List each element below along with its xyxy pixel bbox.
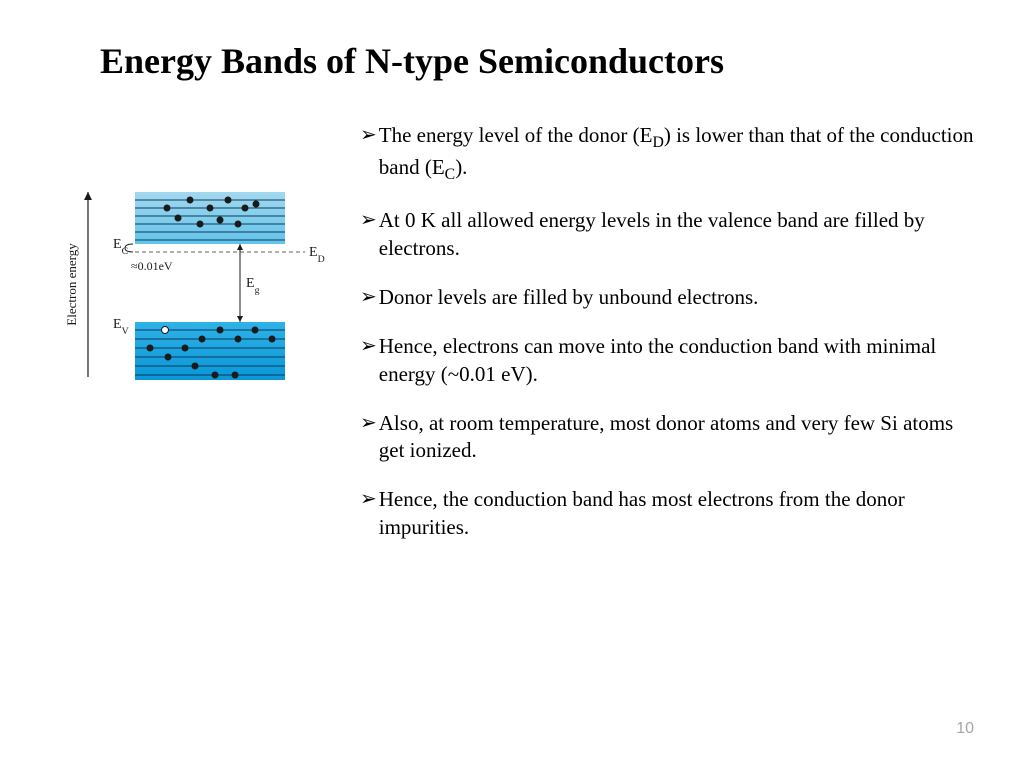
bullet-arrow-icon: ➢: [360, 122, 377, 148]
bullet-text: The energy level of the donor (ED) is lo…: [379, 122, 974, 185]
bullet-arrow-icon: ➢: [360, 207, 377, 233]
svg-text:EC: EC: [113, 237, 128, 257]
bullet-arrow-icon: ➢: [360, 284, 377, 310]
svg-text:EV: EV: [113, 317, 129, 337]
bullet-list: ➢The energy level of the donor (ED) is l…: [360, 122, 974, 563]
bullet-text: Also, at room temperature, most donor at…: [379, 410, 974, 465]
slide: Energy Bands of N-type Semiconductors El…: [0, 0, 1024, 768]
page-title: Energy Bands of N-type Semiconductors: [100, 40, 974, 82]
bullet-arrow-icon: ➢: [360, 333, 377, 359]
band-diagram-svg: Electron energy Eg EC EV ED ≈0.01eV: [50, 162, 330, 422]
bullet-arrow-icon: ➢: [360, 410, 377, 436]
bullet-item: ➢Donor levels are filled by unbound elec…: [360, 284, 974, 311]
band-diagram: Electron energy Eg EC EV ED ≈0.01eV: [50, 162, 330, 422]
bullet-text: Hence, electrons can move into the condu…: [379, 333, 974, 388]
bullet-arrow-icon: ➢: [360, 486, 377, 512]
bullet-item: ➢At 0 K all allowed energy levels in the…: [360, 207, 974, 262]
svg-text:≈0.01eV: ≈0.01eV: [131, 259, 173, 273]
bullet-item: ➢Hence, electrons can move into the cond…: [360, 333, 974, 388]
bullet-item: ➢The energy level of the donor (ED) is l…: [360, 122, 974, 185]
bullet-text: Donor levels are filled by unbound elect…: [379, 284, 974, 311]
bullet-item: ➢Hence, the conduction band has most ele…: [360, 486, 974, 541]
svg-text:ED: ED: [309, 245, 325, 265]
page-number: 10: [956, 720, 974, 738]
svg-text:Eg: Eg: [246, 276, 260, 296]
svg-text:Electron energy: Electron energy: [64, 243, 79, 326]
bullet-text: At 0 K all allowed energy levels in the …: [379, 207, 974, 262]
bullet-text: Hence, the conduction band has most elec…: [379, 486, 974, 541]
bullet-item: ➢Also, at room temperature, most donor a…: [360, 410, 974, 465]
content-row: Electron energyEgECEVED≈0.01eV ➢The ener…: [50, 122, 974, 563]
